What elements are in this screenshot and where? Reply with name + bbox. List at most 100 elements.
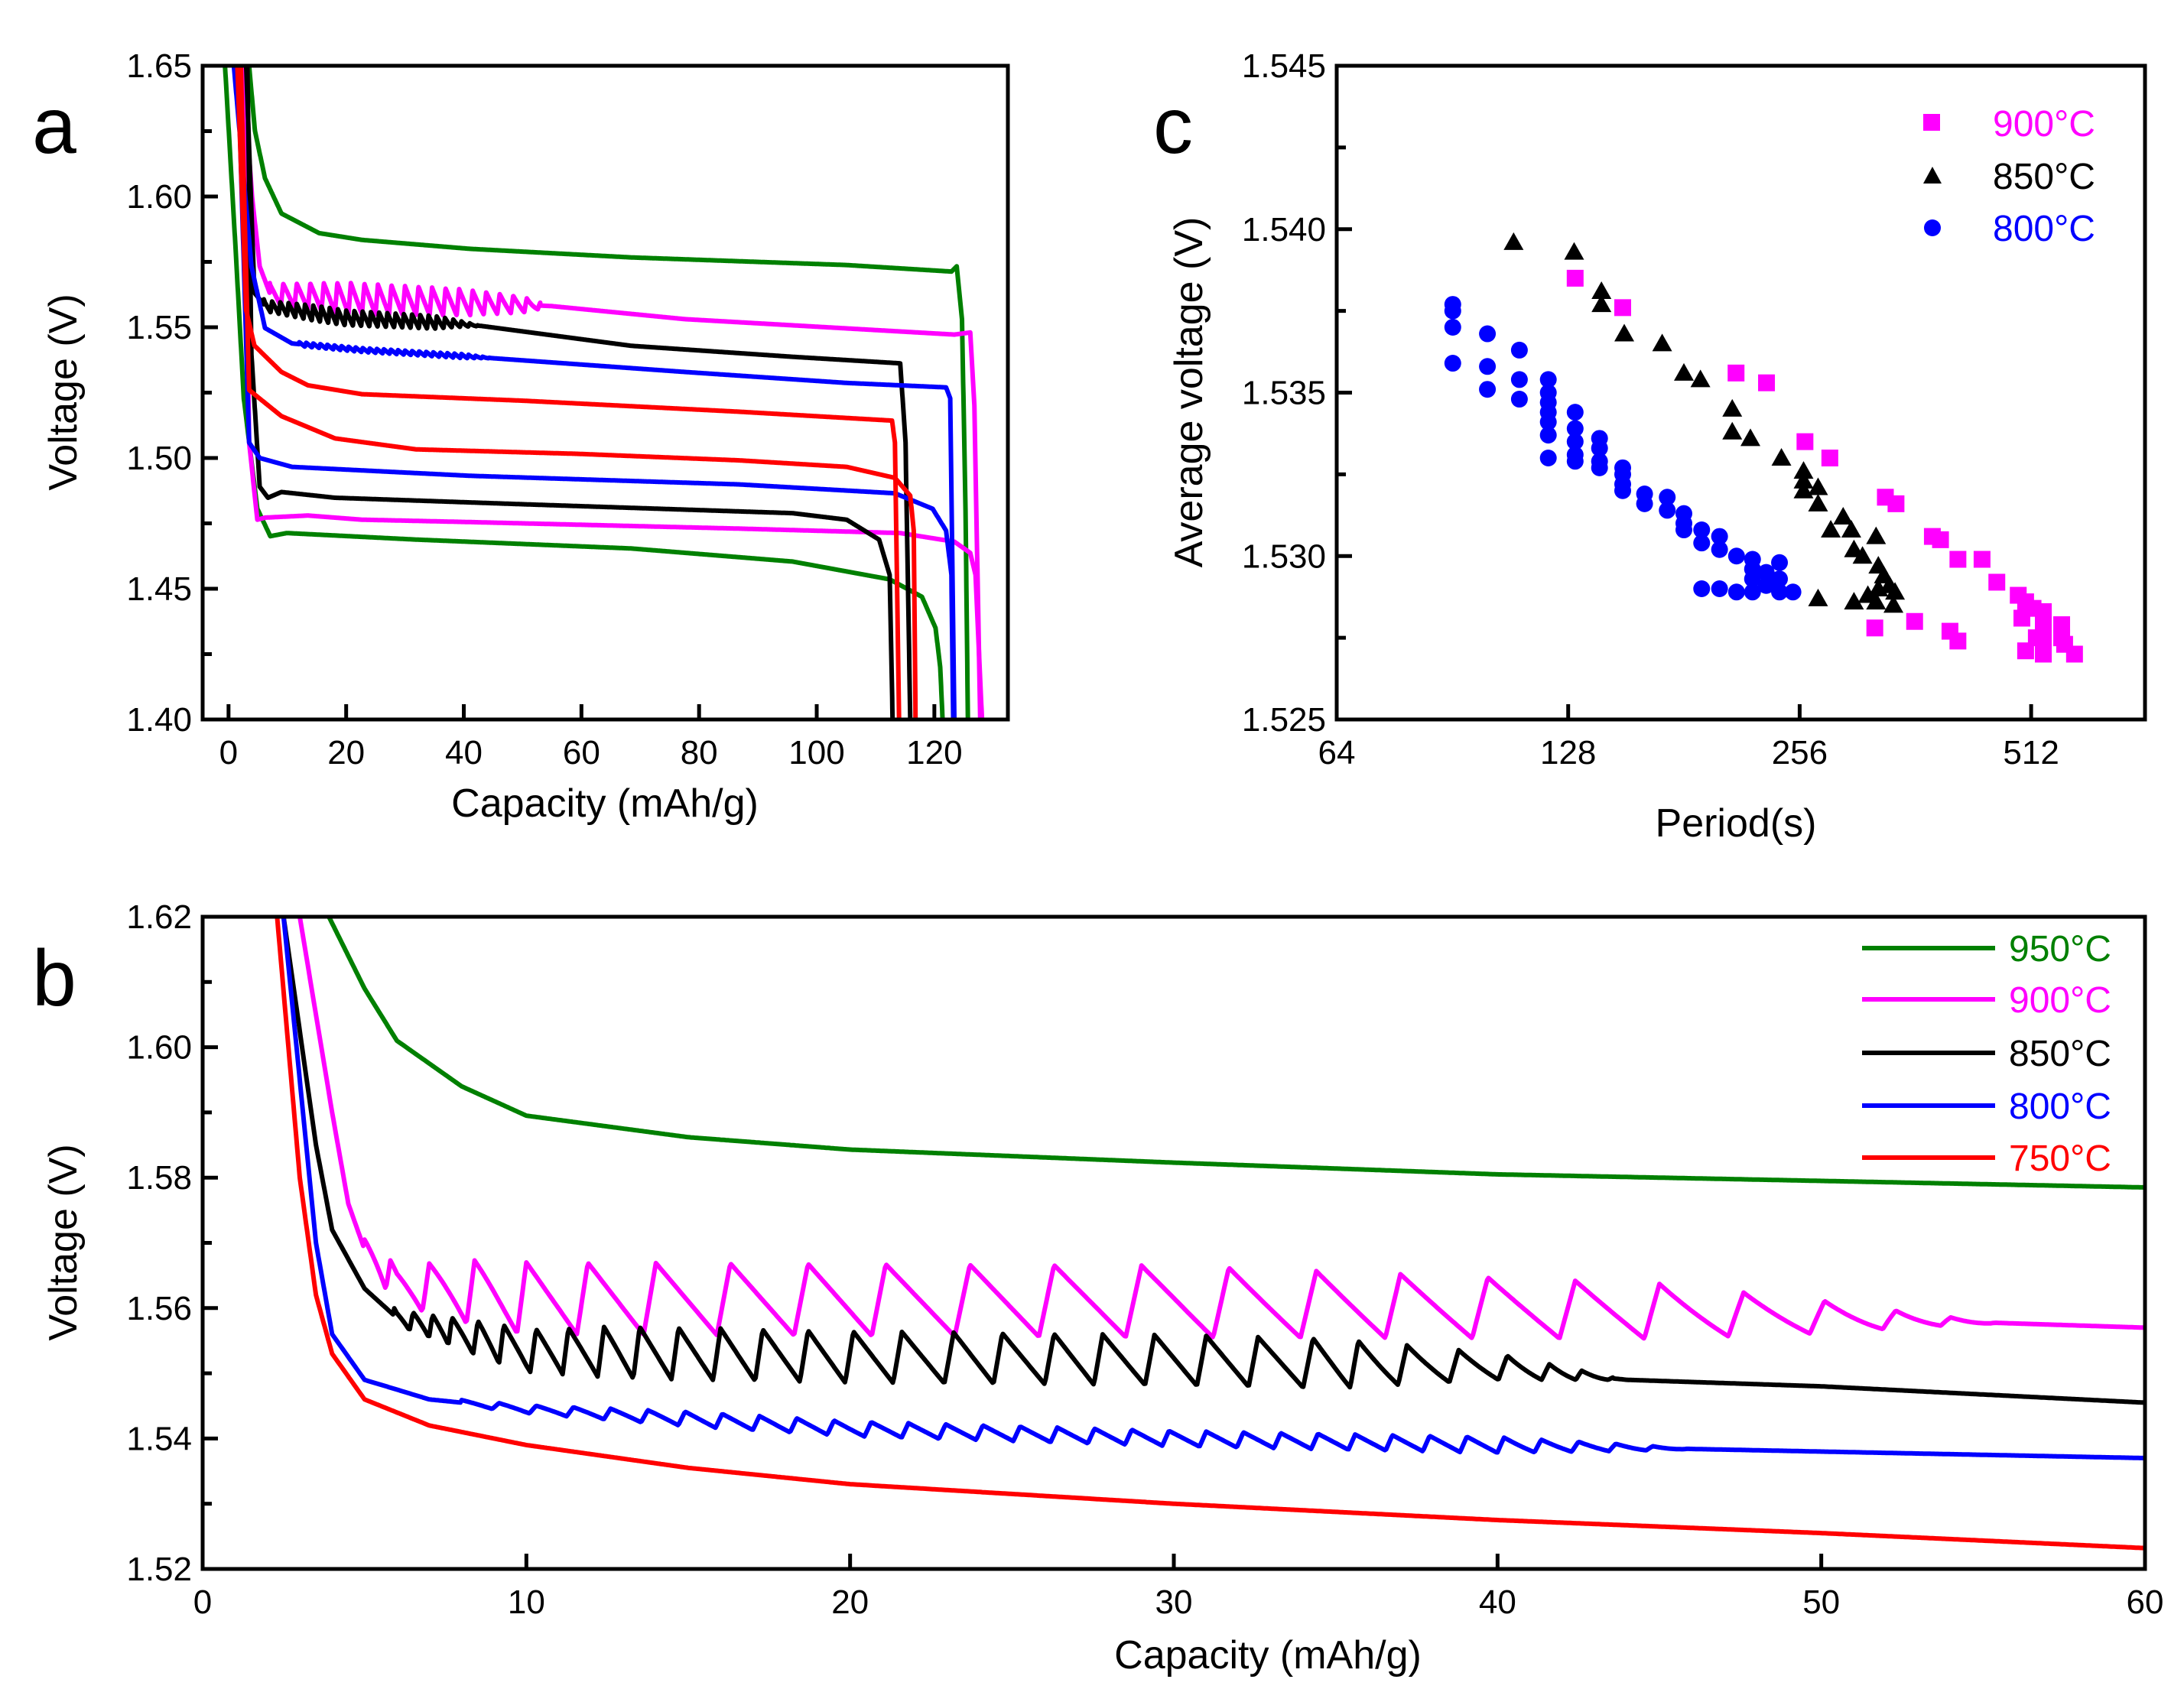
data-point-square (1932, 531, 1949, 548)
y-tick-label: 1.50 (126, 440, 192, 477)
data-point-triangle (1808, 588, 1828, 606)
data-point-circle (1744, 570, 1761, 588)
data-point-square (1866, 619, 1883, 637)
x-tick-label: 60 (2127, 1583, 2164, 1621)
y-tick-label: 1.65 (126, 47, 192, 85)
legend-label: 850°C (2009, 1034, 2111, 1074)
panel-label-a: a (32, 82, 76, 171)
data-point-square (1887, 495, 1905, 512)
x-tick-label: 40 (445, 734, 483, 771)
legend-label: 950°C (2009, 929, 2111, 970)
data-point-square (2017, 642, 2034, 660)
data-point-circle (1636, 495, 1653, 512)
legend-marker-circle (1924, 219, 1941, 236)
data-point-triangle (1614, 323, 1635, 342)
series-line-950-c-charge (246, 66, 970, 719)
series-line-750-c (275, 917, 2145, 1551)
data-point-triangle (1722, 421, 1743, 440)
data-point-triangle (1771, 448, 1792, 466)
data-point-triangle (1591, 281, 1612, 299)
data-point-circle (1510, 341, 1528, 359)
data-point-square (1566, 269, 1584, 287)
data-point-square (1973, 551, 1991, 568)
data-point-triangle (1793, 480, 1814, 499)
data-point-circle (1693, 580, 1711, 597)
x-tick-label: 80 (681, 734, 718, 771)
y-tick-label: 1.540 (1242, 211, 1326, 248)
series-line-750-c-charge (235, 66, 902, 719)
x-tick-label: 120 (906, 734, 962, 771)
data-point-triangle (1722, 398, 1743, 417)
data-point-triangle (1808, 477, 1828, 495)
data-point-circle (1693, 521, 1711, 539)
data-point-circle (1744, 583, 1761, 601)
data-point-triangle (1690, 369, 1711, 388)
series-line-900-c-discharge (241, 66, 985, 719)
x-tick-label: 40 (1479, 1583, 1516, 1621)
data-point-circle (1659, 502, 1676, 519)
data-point-circle (1539, 427, 1557, 444)
data-point-circle (1479, 358, 1497, 375)
data-point-square (2013, 609, 2031, 627)
series-line-800-c-charge (231, 66, 957, 719)
panel-a-voltage-profiles: a Voltage (V) Capacity (mAh/g) 1.40 1.45 1… (32, 47, 1010, 826)
data-point-circle (1757, 577, 1775, 594)
data-point-circle (1566, 453, 1584, 470)
data-point-circle (1566, 420, 1584, 437)
legend-marker-square (1923, 114, 1940, 131)
legend-label: 900°C (1993, 104, 2095, 145)
data-point-triangle (1740, 428, 1761, 447)
data-point-square (1614, 299, 1632, 317)
data-point-circle (1444, 302, 1461, 320)
series-line-750-c-discharge (239, 66, 918, 719)
x-axis-label-b: Capacity (mAh/g) (1114, 1633, 1422, 1678)
series-line-950-c (327, 917, 2145, 1190)
x-tick-label: 64 (1318, 734, 1356, 771)
data-point-triangle (1564, 242, 1584, 260)
y-tick-label: 1.525 (1242, 701, 1326, 739)
data-point-circle (1591, 440, 1608, 457)
y-tick-label: 1.52 (126, 1551, 192, 1588)
y-tick-label: 1.62 (126, 898, 192, 936)
data-point-triangle (1857, 585, 1878, 603)
data-point-circle (1693, 534, 1711, 552)
panel-b-zoomed-charge-curves: b Voltage (V) Capacity (mAh/g) 1.52 1.54 1… (32, 898, 2163, 1678)
data-point-triangle (1852, 546, 1873, 564)
panel-label-c: c (1153, 82, 1193, 171)
legend-label: 800°C (1993, 209, 2095, 249)
y-axis-label-c: Average voltage (V) (1167, 217, 1211, 568)
legend-label: 850°C (1993, 157, 2095, 197)
data-point-triangle (1833, 506, 1854, 525)
data-point-circle (1711, 580, 1728, 597)
y-tick-label: 1.54 (126, 1420, 192, 1457)
data-point-triangle (1885, 582, 1906, 600)
x-tick-label: 100 (788, 734, 844, 771)
x-axis-label-c: Period(s) (1656, 801, 1817, 846)
data-point-circle (1659, 489, 1676, 506)
data-point-square (1758, 374, 1776, 391)
x-tick-label: 0 (219, 734, 238, 771)
data-point-triangle (1591, 294, 1612, 313)
data-point-triangle (1844, 592, 1864, 610)
data-point-circle (1711, 528, 1728, 545)
data-point-square (2027, 629, 2045, 647)
legend-label: 750°C (2009, 1138, 2111, 1179)
x-axis-label-a: Capacity (mAh/g) (451, 781, 759, 826)
data-point-triangle (1883, 595, 1904, 613)
data-point-square (2053, 616, 2071, 634)
data-point-circle (1784, 583, 1802, 601)
data-point-triangle (1503, 232, 1524, 250)
data-point-circle (1591, 459, 1608, 476)
series-line-850-c-charge (243, 66, 913, 719)
data-point-circle (1727, 547, 1745, 565)
data-point-circle (1614, 482, 1632, 499)
data-point-triangle (1793, 461, 1814, 479)
data-point-circle (1757, 564, 1775, 581)
x-tick-label: 256 (1772, 734, 1828, 771)
x-tick-label: 50 (1802, 1583, 1840, 1621)
data-point-triangle (1866, 526, 1887, 544)
y-tick-label: 1.55 (126, 309, 192, 346)
panel-label-b: b (32, 934, 76, 1023)
data-point-circle (1711, 541, 1728, 558)
data-point-square (1949, 551, 1967, 568)
